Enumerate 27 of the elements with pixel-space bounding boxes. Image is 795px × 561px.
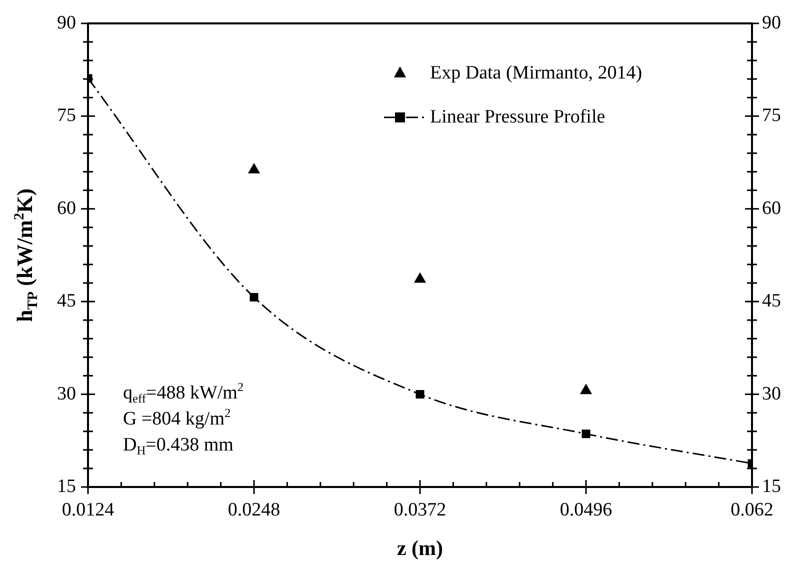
legend-label: Exp Data (Mirmanto, 2014) xyxy=(430,62,642,84)
point xyxy=(248,162,260,174)
legend-label: Linear Pressure Profile xyxy=(430,106,606,128)
y-tick-label: 75 xyxy=(57,105,76,126)
x-tick-label: 0.0372 xyxy=(394,499,446,520)
x-tick-label: 0.0124 xyxy=(62,499,115,520)
y-tick-label: 60 xyxy=(57,198,76,219)
point xyxy=(582,430,590,438)
y2-tick-label: 30 xyxy=(762,383,781,404)
point xyxy=(580,384,592,394)
y2-tick-label: 75 xyxy=(762,105,781,126)
x-tick-label: 0.062 xyxy=(730,499,774,520)
y-tick-label: 30 xyxy=(57,383,76,404)
x-tick-label: 0.0496 xyxy=(560,499,612,520)
point xyxy=(414,272,426,283)
point xyxy=(250,292,258,302)
y-tick-label: 15 xyxy=(57,476,76,497)
y2-tick-label: 60 xyxy=(762,198,781,219)
y2-tick-label: 45 xyxy=(762,290,781,312)
x-tick-label: 0.0248 xyxy=(228,499,280,520)
point xyxy=(416,390,424,399)
y2-tick-label: 90 xyxy=(762,12,781,34)
y-tick-label: 45 xyxy=(57,290,76,312)
y-tick-label: 90 xyxy=(57,12,76,34)
y2-tick-label: 15 xyxy=(762,476,781,497)
y-axis-title: hTP (kW/m2K) xyxy=(12,188,41,322)
x-axis-title: z (m) xyxy=(396,536,444,560)
